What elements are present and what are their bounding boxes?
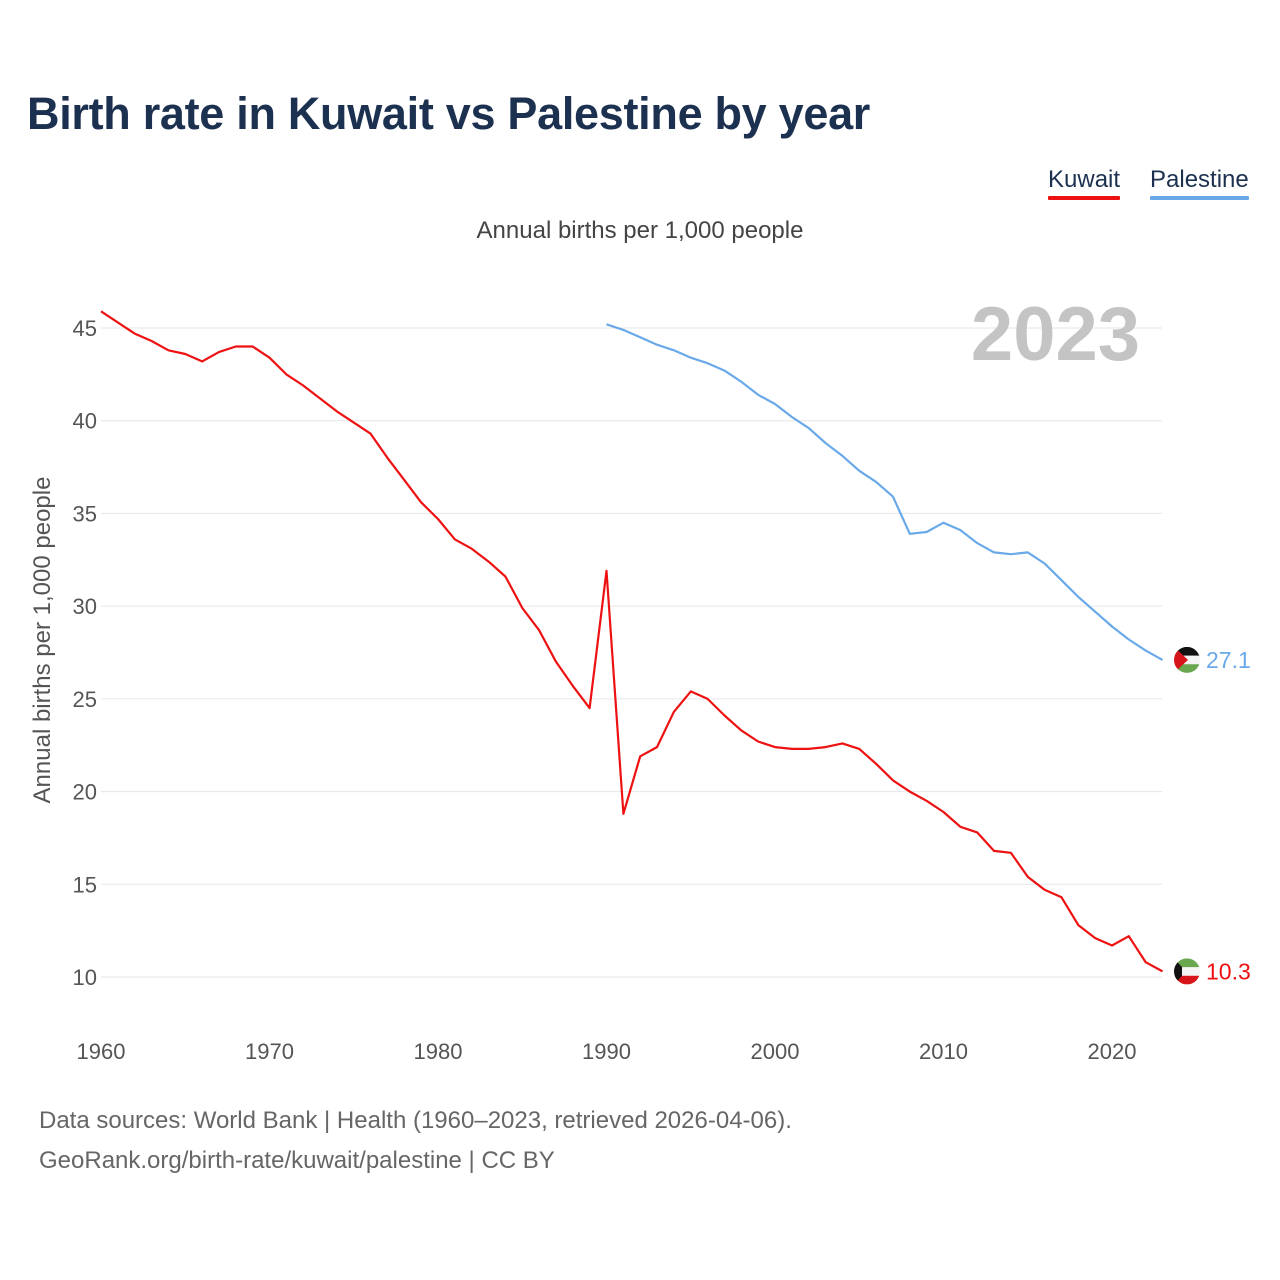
series-group — [100, 310, 1164, 973]
y-tick-label: 30 — [73, 594, 97, 619]
series-line-palestine — [606, 323, 1164, 661]
y-axis: 10 15 20 25 30 35 40 45 — [73, 316, 97, 990]
legend-kuwait-label: Kuwait — [1048, 166, 1121, 193]
x-tick-label: 1990 — [582, 1039, 631, 1064]
kuwait-flag-icon — [1174, 958, 1200, 985]
attribution-line: GeoRank.org/birth-rate/kuwait/palestine … — [39, 1147, 555, 1174]
legend-palestine-label: Palestine — [1150, 166, 1249, 193]
gridlines — [101, 327, 1162, 978]
x-tick-label: 1980 — [414, 1039, 463, 1064]
legend-kuwait[interactable]: Kuwait — [1048, 166, 1121, 200]
y-tick-label: 10 — [73, 965, 97, 990]
y-tick-label: 40 — [73, 409, 97, 434]
y-tick-label: 35 — [73, 501, 97, 526]
series-line-kuwait — [100, 310, 1164, 973]
legend-kuwait-swatch — [1048, 196, 1121, 200]
y-tick-label: 45 — [73, 316, 97, 341]
y-tick-label: 25 — [73, 687, 97, 712]
x-tick-label: 2010 — [919, 1039, 968, 1064]
palestine-flag-icon — [1174, 646, 1200, 673]
y-tick-label: 15 — [73, 872, 97, 897]
legend-palestine[interactable]: Palestine — [1150, 166, 1249, 200]
x-tick-label: 1970 — [245, 1039, 294, 1064]
end-value-label-kuwait: 10.3 — [1206, 958, 1251, 984]
chart-subtitle: Annual births per 1,000 people — [476, 217, 804, 244]
year-watermark: 2023 — [971, 292, 1140, 377]
x-tick-label: 1960 — [77, 1039, 126, 1064]
chart-title: Birth rate in Kuwait vs Palestine by yea… — [27, 88, 871, 139]
source-line: Data sources: World Bank | Health (1960–… — [39, 1107, 792, 1134]
end-markers: 10.3 27.1 — [1174, 646, 1251, 985]
y-tick-label: 20 — [73, 780, 97, 805]
x-axis: 1960 1970 1980 1990 2000 2010 2020 — [77, 1039, 1137, 1064]
end-value-label-palestine: 27.1 — [1206, 647, 1251, 673]
x-tick-label: 2020 — [1088, 1039, 1137, 1064]
x-tick-label: 2000 — [751, 1039, 800, 1064]
y-axis-label: Annual births per 1,000 people — [29, 477, 56, 804]
legend-palestine-swatch — [1150, 196, 1249, 200]
